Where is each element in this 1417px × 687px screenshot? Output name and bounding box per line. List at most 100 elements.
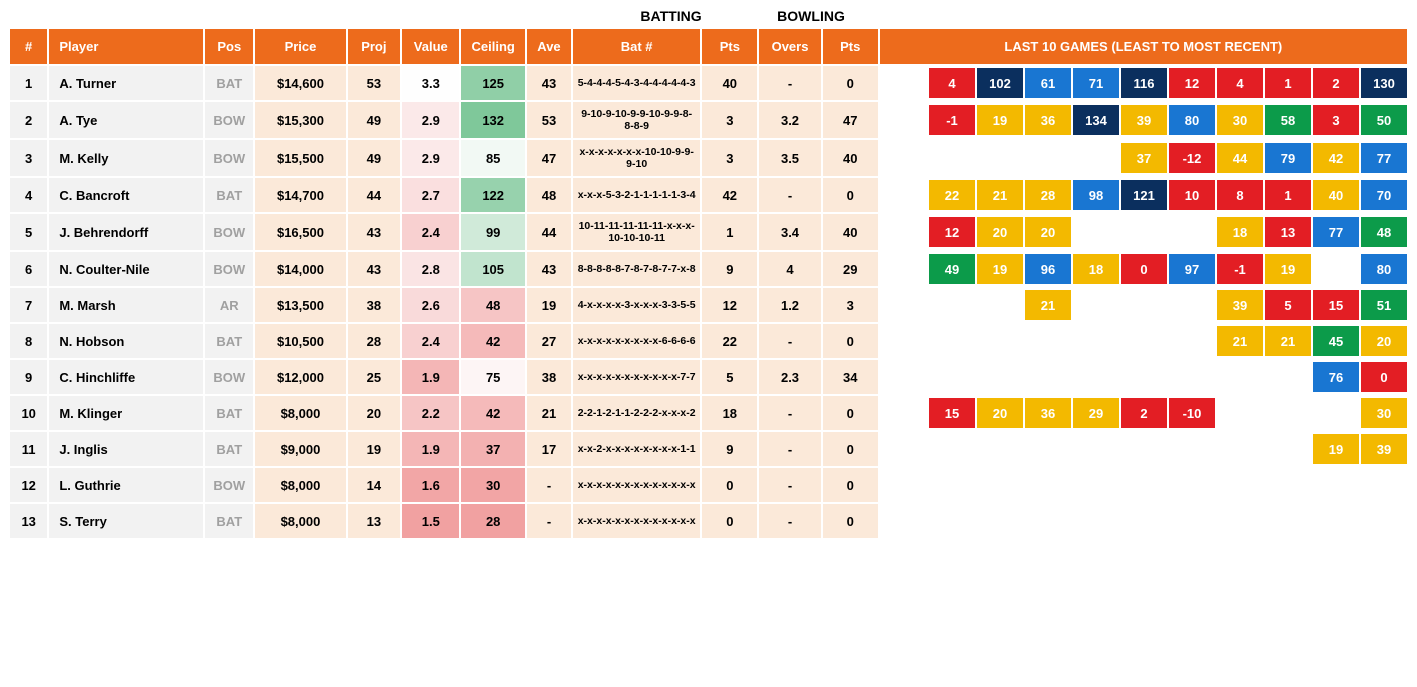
game-score	[929, 434, 975, 464]
table-row: 1A. TurnerBAT$14,600533.3125435-4-4-4-5-…	[10, 66, 1407, 100]
game-score	[1265, 362, 1311, 392]
batting-section-label: BATTING	[586, 8, 756, 24]
game-score: 22	[929, 180, 975, 210]
ceiling: 105	[461, 252, 525, 286]
ave: 19	[527, 288, 571, 322]
section-headers: BATTING BOWLING	[8, 8, 1409, 24]
bowl-pts: 40	[823, 214, 878, 250]
price: $10,500	[255, 324, 345, 358]
col-value[interactable]: Value	[402, 29, 459, 64]
table-row: 11J. InglisBAT$9,000191.93717x-x-2-x-x-x…	[10, 432, 1407, 466]
game-score	[1169, 470, 1215, 500]
games-strip: 4102617111612412130	[880, 68, 1407, 98]
ceiling: 99	[461, 214, 525, 250]
game-score: 28	[1025, 180, 1071, 210]
game-score	[1073, 506, 1119, 536]
game-score	[1217, 362, 1263, 392]
game-score	[1313, 506, 1359, 536]
bat-num: x-x-x-5-3-2-1-1-1-1-1-3-4	[573, 178, 700, 212]
bat-num: 5-4-4-4-5-4-3-4-4-4-4-4-3	[573, 66, 700, 100]
col-pos[interactable]: Pos	[205, 29, 253, 64]
game-score: 21	[977, 180, 1023, 210]
player: A. Tye	[49, 102, 203, 138]
game-score	[1169, 506, 1215, 536]
idx: 3	[10, 140, 47, 176]
game-score: 4	[929, 68, 975, 98]
player: L. Guthrie	[49, 468, 203, 502]
games-strip: 1939	[880, 434, 1407, 464]
game-score: 71	[1073, 68, 1119, 98]
bowl-pts: 0	[823, 66, 878, 100]
ceiling: 85	[461, 140, 525, 176]
player: M. Klinger	[49, 396, 203, 430]
game-score: 21	[1217, 326, 1263, 356]
games-strip: -1193613439803058350	[880, 105, 1407, 135]
game-score	[1073, 326, 1119, 356]
overs: -	[759, 178, 821, 212]
col-player[interactable]: Player	[49, 29, 203, 64]
game-score: 39	[1361, 434, 1407, 464]
pos: BOW	[205, 360, 253, 394]
game-score: 19	[977, 105, 1023, 135]
bowl-pts: 29	[823, 252, 878, 286]
col-bowl-pts[interactable]: Pts	[823, 29, 878, 64]
ave: 21	[527, 396, 571, 430]
game-score: 5	[1265, 290, 1311, 320]
game-score	[929, 143, 975, 173]
game-score	[1073, 143, 1119, 173]
price: $12,000	[255, 360, 345, 394]
game-score: 45	[1313, 326, 1359, 356]
game-score: -1	[929, 105, 975, 135]
table-row: 9C. HinchliffeBOW$12,000251.97538x-x-x-x…	[10, 360, 1407, 394]
overs: 4	[759, 252, 821, 286]
games-cell: 21214520	[880, 324, 1407, 358]
game-score	[1025, 506, 1071, 536]
price: $14,000	[255, 252, 345, 286]
table-row: 10M. KlingerBAT$8,000202.242212-2-1-2-1-…	[10, 396, 1407, 430]
proj: 25	[348, 360, 401, 394]
col-bat-num[interactable]: Bat #	[573, 29, 700, 64]
value: 1.9	[402, 360, 459, 394]
col-idx[interactable]: #	[10, 29, 47, 64]
col-ceiling[interactable]: Ceiling	[461, 29, 525, 64]
overs: -	[759, 324, 821, 358]
game-score	[1169, 290, 1215, 320]
player: J. Behrendorff	[49, 214, 203, 250]
game-score: 51	[1361, 290, 1407, 320]
proj: 43	[348, 252, 401, 286]
games-cell: 4102617111612412130	[880, 66, 1407, 100]
table-row: 2A. TyeBOW$15,300492.9132539-10-9-10-9-9…	[10, 102, 1407, 138]
game-score: 39	[1217, 290, 1263, 320]
col-bat-pts[interactable]: Pts	[702, 29, 757, 64]
game-score: 97	[1169, 254, 1215, 284]
bowl-pts: 0	[823, 178, 878, 212]
ave: 44	[527, 214, 571, 250]
ave: 47	[527, 140, 571, 176]
bat-num: 8-8-8-8-8-7-8-7-8-7-7-x-8	[573, 252, 700, 286]
bat-pts: 5	[702, 360, 757, 394]
game-score: -12	[1169, 143, 1215, 173]
overs: 3.5	[759, 140, 821, 176]
overs: 3.4	[759, 214, 821, 250]
proj: 49	[348, 102, 401, 138]
game-score: -1	[1217, 254, 1263, 284]
game-score: 76	[1313, 362, 1359, 392]
value: 2.4	[402, 214, 459, 250]
ceiling: 125	[461, 66, 525, 100]
game-score	[977, 434, 1023, 464]
col-overs[interactable]: Overs	[759, 29, 821, 64]
ceiling: 75	[461, 360, 525, 394]
col-ave[interactable]: Ave	[527, 29, 571, 64]
game-score: 30	[1217, 105, 1263, 135]
ave: -	[527, 504, 571, 538]
col-price[interactable]: Price	[255, 29, 345, 64]
col-proj[interactable]: Proj	[348, 29, 401, 64]
pos: BOW	[205, 468, 253, 502]
table-row: 8N. HobsonBAT$10,500282.44227x-x-x-x-x-x…	[10, 324, 1407, 358]
game-score: 134	[1073, 105, 1119, 135]
game-score	[1025, 326, 1071, 356]
pos: BAT	[205, 66, 253, 100]
game-score: 80	[1169, 105, 1215, 135]
ceiling: 48	[461, 288, 525, 322]
game-score	[977, 506, 1023, 536]
